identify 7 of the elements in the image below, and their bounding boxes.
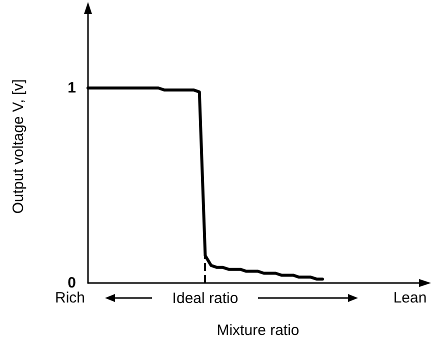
y-tick-label: 1 [68,80,76,96]
y-tick-label: 0 [68,274,76,292]
text: Rich [54,290,86,306]
x-axis-title: Mixture ratio [216,322,300,339]
y-axis-title: Output voltage V, [v] [10,79,27,214]
x-tick-label: Ideal ratio [172,290,238,307]
text: Lean [393,290,427,306]
